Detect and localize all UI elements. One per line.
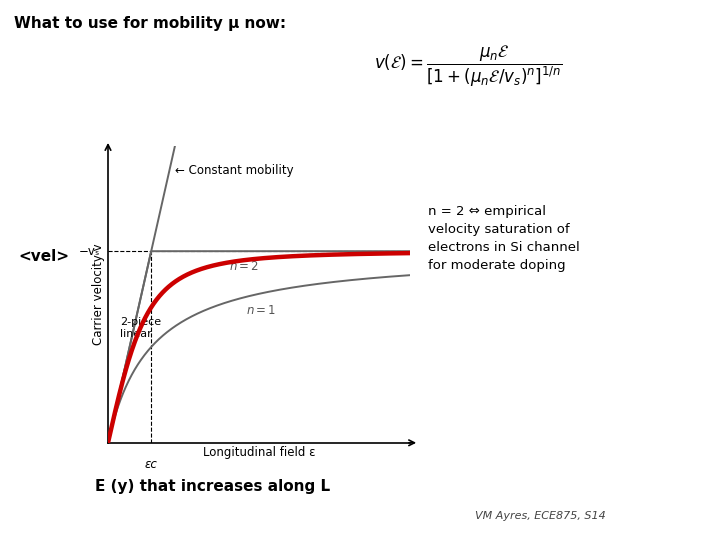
Text: E (y) that increases along L: E (y) that increases along L xyxy=(95,479,330,494)
Text: εc: εc xyxy=(145,458,158,471)
Text: $v(\mathcal{E}) = \dfrac{\mu_n \mathcal{E}}{[1 + (\mu_n \mathcal{E}/v_s)^n]^{1/n: $v(\mathcal{E}) = \dfrac{\mu_n \mathcal{… xyxy=(374,43,562,89)
X-axis label: Longitudinal field ε: Longitudinal field ε xyxy=(203,446,315,458)
Text: −vₛ: −vₛ xyxy=(79,245,100,258)
Text: What to use for mobility μ now:: What to use for mobility μ now: xyxy=(14,16,287,31)
Text: VM Ayres, ECE875, S14: VM Ayres, ECE875, S14 xyxy=(475,511,606,521)
Text: $n = 1$: $n = 1$ xyxy=(246,305,276,318)
Text: 2-piece
linear: 2-piece linear xyxy=(120,316,161,339)
Text: $n = 2$: $n = 2$ xyxy=(229,260,259,273)
Text: n = 2 ⇔ empirical
velocity saturation of
electrons in Si channel
for moderate do: n = 2 ⇔ empirical velocity saturation of… xyxy=(428,205,580,272)
Text: <vel>: <vel> xyxy=(18,249,69,264)
Y-axis label: Carrier velocity v: Carrier velocity v xyxy=(92,244,105,345)
Text: ← Constant mobility: ← Constant mobility xyxy=(175,164,294,177)
